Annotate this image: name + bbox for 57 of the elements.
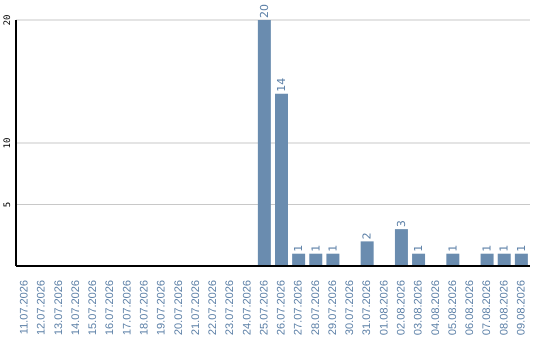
bar [514, 254, 528, 266]
bar [309, 254, 322, 266]
x-tick-label: 17.07.2026 [121, 280, 134, 336]
x-tick-label: 13.07.2026 [52, 280, 65, 336]
bar [360, 241, 374, 266]
data-label: 3 [394, 220, 408, 228]
x-tick-label: 12.07.2026 [36, 280, 48, 336]
data-label: 2 [360, 232, 374, 240]
x-tick-label: 21.07.2026 [190, 280, 202, 336]
bar [258, 20, 271, 266]
data-label: 1 [326, 244, 340, 252]
data-label: 1 [292, 244, 306, 252]
x-tick-label: 28.07.2026 [310, 280, 322, 336]
y-tick-label: 10 [3, 138, 13, 148]
bar [275, 94, 288, 266]
bar [326, 254, 340, 266]
bar [498, 254, 511, 266]
x-tick-label: 26.07.2026 [276, 280, 288, 336]
data-label: 1 [309, 244, 322, 252]
x-tick-label: 30.07.2026 [344, 280, 356, 336]
data-label: 20 [258, 4, 271, 18]
x-tick-label: 04.08.2026 [430, 280, 442, 336]
x-tick-label: 08.08.2026 [498, 280, 510, 336]
x-tick-label: 14.07.2026 [70, 280, 82, 336]
x-tick-label: 07.08.2026 [481, 280, 494, 336]
y-tick-label: 5 [3, 202, 13, 208]
x-tick-label: 19.07.2026 [156, 280, 168, 336]
x-tick-label: 31.07.2026 [361, 280, 374, 336]
x-tick-label: 29.07.2026 [326, 280, 339, 336]
data-label: 1 [480, 244, 494, 252]
y-tick-label: 20 [3, 14, 13, 26]
x-tick-label: 15.07.2026 [87, 280, 100, 336]
bar [292, 254, 306, 266]
x-tick-label: 18.07.2026 [138, 280, 150, 336]
x-tick-label: 01.08.2026 [378, 280, 390, 336]
x-tick-label: 25.07.2026 [258, 280, 270, 336]
bar [446, 254, 460, 266]
x-tick-label: 06.08.2026 [464, 280, 476, 336]
bar [394, 229, 408, 266]
data-label: 1 [514, 244, 528, 252]
x-tick-label: 11.07.2026 [18, 280, 31, 334]
data-label: 14 [275, 78, 288, 92]
x-tick-label: 02.08.2026 [396, 280, 408, 336]
x-tick-label: 05.08.2026 [446, 280, 459, 336]
bar [480, 254, 494, 266]
bar [412, 254, 426, 266]
x-tick-label: 03.08.2026 [412, 280, 425, 336]
x-tick-label: 09.08.2026 [515, 280, 528, 336]
x-tick-label: 23.07.2026 [224, 280, 236, 336]
x-tick-label: 27.07.2026 [292, 280, 305, 336]
data-label: 1 [446, 244, 460, 252]
x-tick-label: 22.07.2026 [207, 280, 220, 336]
x-tick-label: 16.07.2026 [104, 280, 116, 336]
x-tick-label: 24.07.2026 [241, 280, 254, 336]
x-tick-label: 20.07.2026 [172, 280, 185, 336]
data-label: 1 [412, 244, 426, 252]
data-label: 1 [498, 244, 511, 252]
